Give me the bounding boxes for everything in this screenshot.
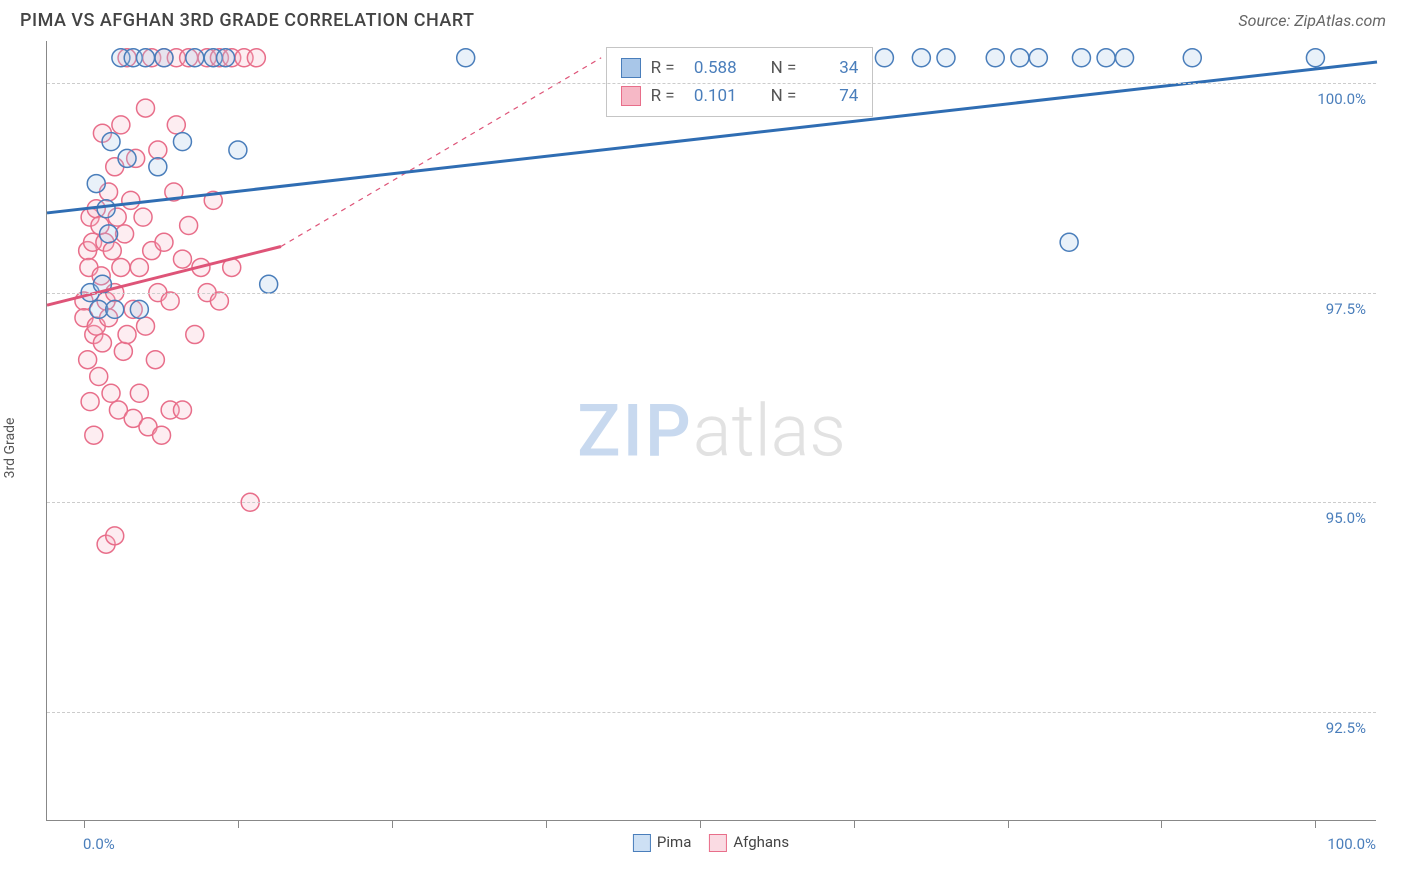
scatter-point xyxy=(1097,49,1115,67)
scatter-point xyxy=(114,342,132,360)
scatter-point xyxy=(118,326,136,344)
legend-item: Afghans xyxy=(709,833,789,852)
scatter-point xyxy=(1183,49,1201,67)
scatter-point xyxy=(100,225,118,243)
scatter-point xyxy=(180,217,198,235)
stat-n-value: 34 xyxy=(806,54,858,82)
gridline xyxy=(47,83,1376,84)
scatter-point xyxy=(149,158,167,176)
scatter-point xyxy=(173,133,191,151)
scatter-point xyxy=(90,367,108,385)
legend-label: Afghans xyxy=(733,833,789,851)
scatter-point xyxy=(210,292,228,310)
stat-swatch xyxy=(621,58,641,78)
scatter-svg xyxy=(47,41,1377,821)
scatter-point xyxy=(173,250,191,268)
gridline xyxy=(47,712,1376,713)
legend-label: Pima xyxy=(657,833,691,851)
scatter-point xyxy=(167,116,185,134)
scatter-point xyxy=(149,141,167,159)
legend-item: Pima xyxy=(633,833,691,852)
scatter-point xyxy=(81,393,99,411)
x-max-label: 100.0% xyxy=(1327,835,1376,853)
source-attribution: Source: ZipAtlas.com xyxy=(1238,11,1386,30)
stat-n-label: N = xyxy=(771,82,797,110)
y-tick-label: 100.0% xyxy=(1315,90,1368,108)
stat-n-label: N = xyxy=(771,54,797,82)
stat-r-value: 0.101 xyxy=(685,82,737,110)
scatter-point xyxy=(102,133,120,151)
scatter-point xyxy=(93,334,111,352)
trend-line-afghans-dash xyxy=(281,58,601,247)
scatter-point xyxy=(912,49,930,67)
gridline xyxy=(47,502,1376,503)
legend-swatch xyxy=(633,834,651,852)
scatter-point xyxy=(1029,49,1047,67)
scatter-point xyxy=(875,49,893,67)
scatter-point xyxy=(155,233,173,251)
stat-swatch xyxy=(621,86,641,106)
stat-r-label: R = xyxy=(651,54,675,82)
scatter-point xyxy=(85,426,103,444)
y-tick-label: 97.5% xyxy=(1324,300,1368,318)
scatter-point xyxy=(1060,233,1078,251)
scatter-point xyxy=(137,317,155,335)
stat-row: R = 0.588 N = 34 xyxy=(621,54,859,82)
scatter-point xyxy=(106,300,124,318)
scatter-point xyxy=(1116,49,1134,67)
scatter-point xyxy=(137,99,155,117)
scatter-point xyxy=(229,141,247,159)
scatter-point xyxy=(118,149,136,167)
scatter-point xyxy=(97,200,115,218)
scatter-point xyxy=(186,326,204,344)
scatter-point xyxy=(986,49,1004,67)
scatter-point xyxy=(102,384,120,402)
legend-swatch xyxy=(709,834,727,852)
x-min-label: 0.0% xyxy=(83,835,115,853)
scatter-plot-area: ZIPatlas R =0.588N =34R =0.101N =74 92.5… xyxy=(46,41,1376,821)
y-tick-label: 92.5% xyxy=(1324,719,1368,737)
stat-n-value: 74 xyxy=(806,82,858,110)
scatter-point xyxy=(112,116,130,134)
scatter-point xyxy=(1306,49,1324,67)
scatter-point xyxy=(173,401,191,419)
scatter-point xyxy=(103,242,121,260)
scatter-point xyxy=(186,49,204,67)
scatter-point xyxy=(130,300,148,318)
scatter-point xyxy=(146,351,164,369)
scatter-point xyxy=(79,351,97,369)
scatter-point xyxy=(155,49,173,67)
scatter-point xyxy=(260,275,278,293)
x-axis-labels: 0.0% 100.0% Pima Afghans xyxy=(46,821,1376,861)
scatter-point xyxy=(134,208,152,226)
stat-row: R = 0.101 N = 74 xyxy=(621,82,859,110)
scatter-point xyxy=(137,49,155,67)
scatter-point xyxy=(153,426,171,444)
scatter-point xyxy=(937,49,955,67)
scatter-point xyxy=(87,175,105,193)
scatter-point xyxy=(112,258,130,276)
scatter-point xyxy=(122,191,140,209)
scatter-point xyxy=(106,527,124,545)
scatter-point xyxy=(217,49,235,67)
scatter-point xyxy=(457,49,475,67)
scatter-point xyxy=(130,384,148,402)
scatter-point xyxy=(161,292,179,310)
y-axis-label: 3rd Grade xyxy=(2,418,18,479)
y-tick-label: 95.0% xyxy=(1324,509,1368,527)
scatter-point xyxy=(247,49,265,67)
stat-r-label: R = xyxy=(651,82,675,110)
scatter-point xyxy=(130,258,148,276)
gridline xyxy=(47,293,1376,294)
stat-r-value: 0.588 xyxy=(685,54,737,82)
series-legend: Pima Afghans xyxy=(633,833,789,852)
chart-title: PIMA VS AFGHAN 3RD GRADE CORRELATION CHA… xyxy=(20,10,475,31)
scatter-point xyxy=(1072,49,1090,67)
scatter-point xyxy=(1011,49,1029,67)
